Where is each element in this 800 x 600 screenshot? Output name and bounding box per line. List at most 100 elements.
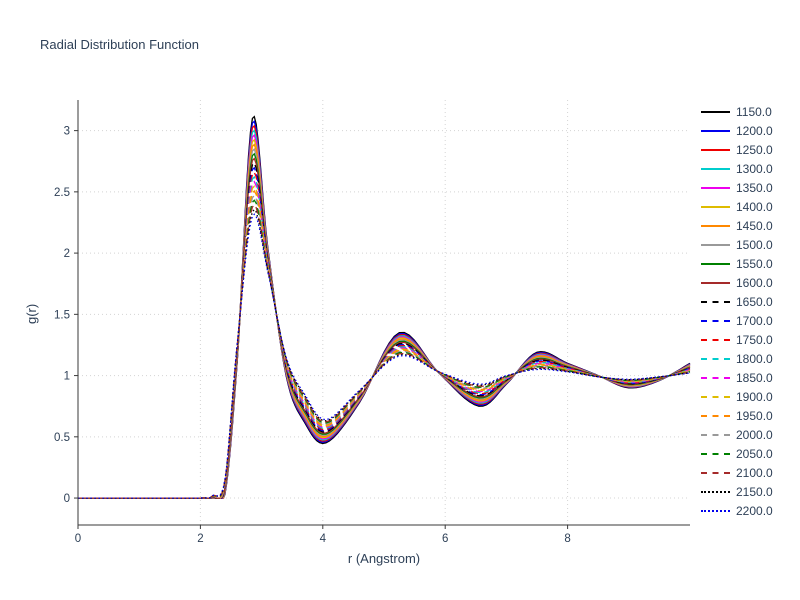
legend-swatch [701, 471, 730, 474]
legend-label: 2200.0 [736, 503, 773, 518]
series-line-2000.0 [78, 194, 691, 499]
legend-label: 2000.0 [736, 427, 773, 442]
legend-label: 1550.0 [736, 256, 773, 271]
series-line-1350.0 [78, 133, 691, 499]
y-axis-label: g(r) [24, 303, 39, 324]
x-tick-label: 4 [320, 533, 327, 545]
legend-swatch [701, 490, 730, 493]
x-tick-label: 0 [75, 533, 81, 545]
y-tick-label: 0 [64, 493, 70, 505]
x-axis-label: r (Angstrom) [347, 551, 421, 566]
legend-label: 1450.0 [736, 218, 773, 233]
legend-swatch [701, 357, 730, 360]
series-line-1700.0 [78, 166, 691, 499]
legend-item: 1250.0 [701, 140, 773, 159]
series-line-1450.0 [78, 143, 691, 499]
legend-label: 2100.0 [736, 465, 773, 480]
legend-swatch [701, 110, 730, 113]
legend-swatch [701, 414, 730, 417]
legend-item: 1750.0 [701, 330, 773, 349]
series-line-2050.0 [78, 199, 691, 499]
chart-title: Radial Distribution Function [40, 37, 199, 52]
legend-label: 1900.0 [736, 389, 773, 404]
legend-item: 1850.0 [701, 368, 773, 387]
legend-label: 1850.0 [736, 370, 773, 385]
series-line-1900.0 [78, 185, 691, 499]
series-line-1850.0 [78, 180, 691, 499]
legend-item: 1200.0 [701, 121, 773, 140]
legend: 1150.0 1200.0 1250.0 1300.0 1350.0 1400.0 1450… [701, 102, 773, 520]
legend-label: 1400.0 [736, 199, 773, 214]
legend-item: 2150.0 [701, 482, 773, 501]
legend-label: 1950.0 [736, 408, 773, 423]
legend-swatch [701, 433, 730, 436]
legend-swatch [701, 167, 730, 170]
legend-label: 1800.0 [736, 351, 773, 366]
legend-item: 1550.0 [701, 254, 773, 273]
series-line-1200.0 [78, 120, 691, 499]
y-tick-label: 2.5 [54, 187, 70, 199]
legend-item: 1800.0 [701, 349, 773, 368]
series-line-1750.0 [78, 171, 691, 499]
legend-item: 2200.0 [701, 501, 773, 520]
series-line-1150.0 [78, 115, 691, 499]
legend-swatch [701, 148, 730, 151]
legend-item: 1300.0 [701, 159, 773, 178]
series-line-1250.0 [78, 124, 691, 499]
series-line-1950.0 [78, 189, 691, 499]
legend-label: 1300.0 [736, 161, 773, 176]
x-tick-label: 6 [442, 533, 448, 545]
legend-swatch [701, 205, 730, 208]
legend-label: 1500.0 [736, 237, 773, 252]
y-tick-label: 3 [64, 126, 70, 138]
legend-item: 1950.0 [701, 406, 773, 425]
legend-item: 1450.0 [701, 216, 773, 235]
legend-item: 1350.0 [701, 178, 773, 197]
legend-item: 2000.0 [701, 425, 773, 444]
y-tick-label: 1 [64, 371, 70, 383]
legend-label: 1650.0 [736, 294, 773, 309]
series-line-1650.0 [78, 161, 691, 499]
legend-swatch [701, 452, 730, 455]
series-line-1600.0 [78, 157, 691, 499]
legend-swatch [701, 224, 730, 227]
y-tick-label: 1.5 [54, 309, 70, 321]
legend-item: 1650.0 [701, 292, 773, 311]
series-line-1550.0 [78, 152, 691, 499]
legend-label: 1750.0 [736, 332, 773, 347]
legend-swatch [701, 186, 730, 189]
legend-label: 1350.0 [736, 180, 773, 195]
legend-swatch [701, 129, 730, 132]
legend-swatch [701, 319, 730, 322]
series-line-1500.0 [78, 147, 691, 499]
legend-swatch [701, 281, 730, 284]
legend-label: 1250.0 [736, 142, 773, 157]
y-tick-label: 2 [64, 248, 70, 260]
legend-swatch [701, 243, 730, 246]
legend-swatch [701, 300, 730, 303]
legend-swatch [701, 395, 730, 398]
legend-swatch [701, 262, 730, 265]
legend-swatch [701, 376, 730, 379]
legend-label: 2050.0 [736, 446, 773, 461]
series-line-2200.0 [78, 213, 691, 499]
x-tick-label: 8 [564, 533, 570, 545]
legend-swatch [701, 509, 730, 512]
legend-item: 1150.0 [701, 102, 773, 121]
legend-swatch [701, 338, 730, 341]
legend-item: 2100.0 [701, 463, 773, 482]
legend-label: 1150.0 [736, 104, 772, 119]
legend-label: 1700.0 [736, 313, 773, 328]
legend-item: 2050.0 [701, 444, 773, 463]
series-line-1400.0 [78, 138, 691, 499]
series-line-1800.0 [78, 175, 691, 499]
legend-item: 1700.0 [701, 311, 773, 330]
legend-item: 1500.0 [701, 235, 773, 254]
legend-label: 2150.0 [736, 484, 773, 499]
legend-label: 1600.0 [736, 275, 773, 290]
x-tick-label: 2 [197, 533, 203, 545]
legend-label: 1200.0 [736, 123, 773, 138]
legend-item: 1600.0 [701, 273, 773, 292]
